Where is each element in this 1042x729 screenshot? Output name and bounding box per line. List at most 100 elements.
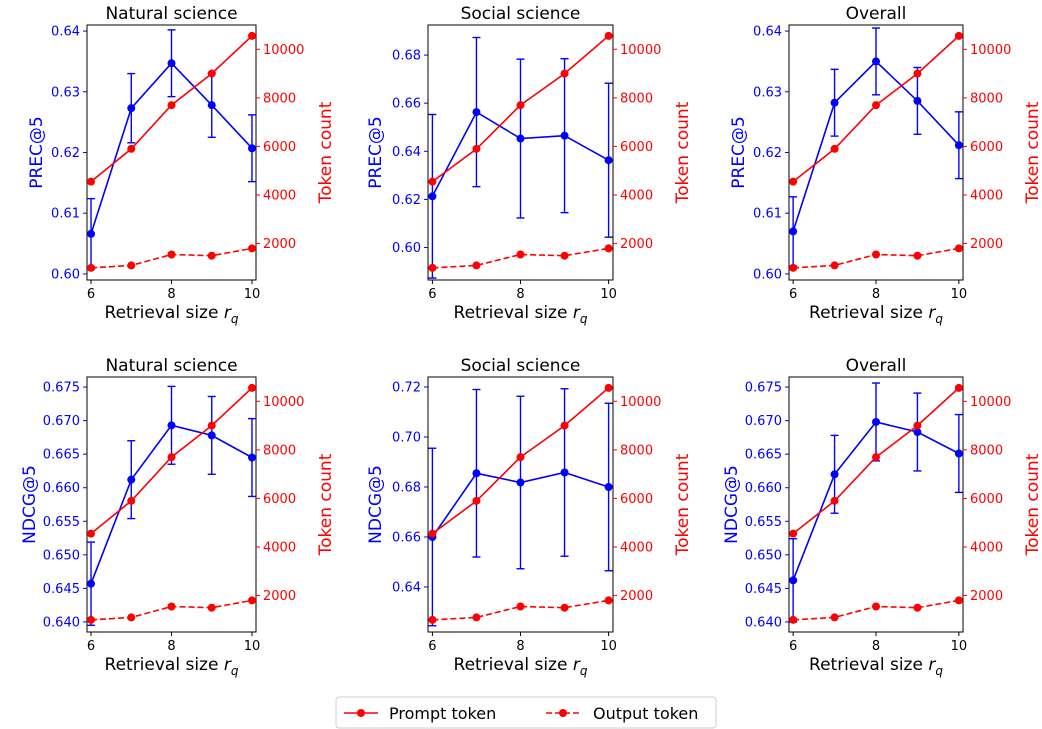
right-tick-label: 2000 xyxy=(263,237,296,252)
panel-6: Overall 6 8 10 Retrieval size rq 0.640 0.645 0.… xyxy=(722,356,1042,678)
panel-2: Social science 6 8 10 Retrieval size rq 0.60 0… xyxy=(366,4,693,326)
metric-point xyxy=(954,449,963,458)
output-token-point xyxy=(604,596,613,605)
metric-point xyxy=(167,421,176,430)
left-tick-label: 0.640 xyxy=(745,615,782,630)
metric-point xyxy=(913,96,922,105)
output-token-point xyxy=(954,596,963,605)
metric-point xyxy=(604,483,613,491)
prompt-token-point xyxy=(604,383,613,392)
left-tick-label: 0.61 xyxy=(51,207,80,222)
output-token-point xyxy=(87,615,96,624)
legend: Prompt token Output token xyxy=(335,696,717,729)
output-token-point xyxy=(127,261,136,270)
right-tick-label: 2000 xyxy=(263,589,296,604)
x-tick-label: 8 xyxy=(167,639,175,654)
metric-point xyxy=(560,131,569,140)
x-tick-label: 8 xyxy=(872,639,880,654)
left-tick-label: 0.675 xyxy=(43,381,80,396)
output-token-point xyxy=(247,244,256,253)
left-tick-label: 0.655 xyxy=(745,515,782,530)
output-token-point xyxy=(830,261,839,270)
x-axis-label: Retrieval size rq xyxy=(454,655,588,678)
left-tick-label: 0.64 xyxy=(392,581,421,596)
left-axis-label: NDCG@5 xyxy=(366,465,386,544)
right-tick-label: 6000 xyxy=(263,492,296,507)
prompt-token-point xyxy=(87,529,96,538)
left-tick-label: 0.72 xyxy=(392,381,421,396)
left-tick-label: 0.70 xyxy=(392,431,421,446)
right-tick-label: 8000 xyxy=(263,91,296,106)
left-tick-label: 0.670 xyxy=(745,414,782,429)
panel-1: Natural science 6 8 10 Retrieval size rq 0.60… xyxy=(27,4,336,326)
right-tick-label: 10000 xyxy=(970,43,1011,58)
panel-title: Natural science xyxy=(105,356,237,376)
prompt-token-point xyxy=(913,421,922,430)
x-tick-label: 10 xyxy=(244,287,261,302)
metric-point xyxy=(789,576,798,585)
prompt-token-point xyxy=(127,496,136,505)
metric-point xyxy=(167,59,176,68)
panel-title: Social science xyxy=(461,356,581,376)
right-tick-label: 8000 xyxy=(620,91,653,106)
right-tick-label: 8000 xyxy=(263,443,296,458)
left-tick-label: 0.60 xyxy=(753,267,782,282)
metric-point xyxy=(913,428,922,437)
left-tick-label: 0.645 xyxy=(43,582,80,597)
right-tick-label: 8000 xyxy=(970,443,1003,458)
right-tick-label: 2000 xyxy=(620,237,653,252)
left-tick-label: 0.66 xyxy=(392,97,421,112)
metric-point xyxy=(516,134,525,143)
legend-prompt-marker xyxy=(357,709,365,717)
prompt-token-point xyxy=(872,453,880,462)
legend-prompt-label: Prompt token xyxy=(389,704,496,723)
metric-point xyxy=(472,108,481,117)
panel-title: Overall xyxy=(846,356,907,376)
left-tick-label: 0.64 xyxy=(51,25,80,40)
output-token-point xyxy=(207,603,216,612)
left-tick-label: 0.655 xyxy=(43,515,80,530)
left-tick-label: 0.665 xyxy=(43,448,80,463)
output-token-point xyxy=(127,613,136,622)
left-tick-label: 0.61 xyxy=(753,207,782,222)
legend-output-marker xyxy=(559,709,567,717)
right-tick-label: 2000 xyxy=(970,237,1003,252)
left-tick-label: 0.62 xyxy=(753,146,782,161)
prompt-token-point xyxy=(472,144,481,153)
panel-3: Overall 6 8 10 Retrieval size rq 0.60 0.61 0.62… xyxy=(729,4,1042,326)
x-axis-label: Retrieval size rq xyxy=(809,303,943,326)
right-tick-label: 4000 xyxy=(263,189,296,204)
prompt-token-point xyxy=(167,101,176,110)
prompt-token-point xyxy=(516,101,525,110)
right-tick-label: 2000 xyxy=(970,589,1003,604)
x-tick-label: 6 xyxy=(789,639,797,654)
metric-point xyxy=(127,475,136,484)
right-tick-label: 10000 xyxy=(620,43,661,58)
x-tick-label: 10 xyxy=(951,639,968,654)
output-token-point xyxy=(560,603,569,612)
prompt-token-point xyxy=(789,177,798,186)
left-axis-label: PREC@5 xyxy=(366,116,386,189)
panel-4: Natural science 6 8 10 Retrieval size rq 0.64… xyxy=(20,356,336,678)
left-tick-label: 0.650 xyxy=(43,548,80,563)
panel-title: Social science xyxy=(461,4,581,24)
right-axis-label: Token count xyxy=(316,101,336,204)
left-tick-label: 0.68 xyxy=(392,481,421,496)
right-tick-label: 4000 xyxy=(970,189,1003,204)
right-tick-label: 10000 xyxy=(620,395,661,410)
output-token-point xyxy=(207,251,216,260)
metric-point xyxy=(560,468,569,477)
output-token-point xyxy=(830,613,839,622)
right-tick-label: 10000 xyxy=(263,43,304,58)
prompt-token-point xyxy=(789,529,798,538)
right-tick-label: 4000 xyxy=(970,541,1003,556)
metric-point xyxy=(127,104,136,113)
right-tick-label: 8000 xyxy=(970,91,1003,106)
left-axis-label: NDCG@5 xyxy=(722,465,742,544)
left-tick-label: 0.660 xyxy=(745,481,782,496)
output-token-point xyxy=(913,251,922,260)
output-token-point xyxy=(87,263,96,272)
prompt-token-point xyxy=(913,69,922,78)
right-tick-label: 10000 xyxy=(263,395,304,410)
right-tick-label: 6000 xyxy=(970,492,1003,507)
